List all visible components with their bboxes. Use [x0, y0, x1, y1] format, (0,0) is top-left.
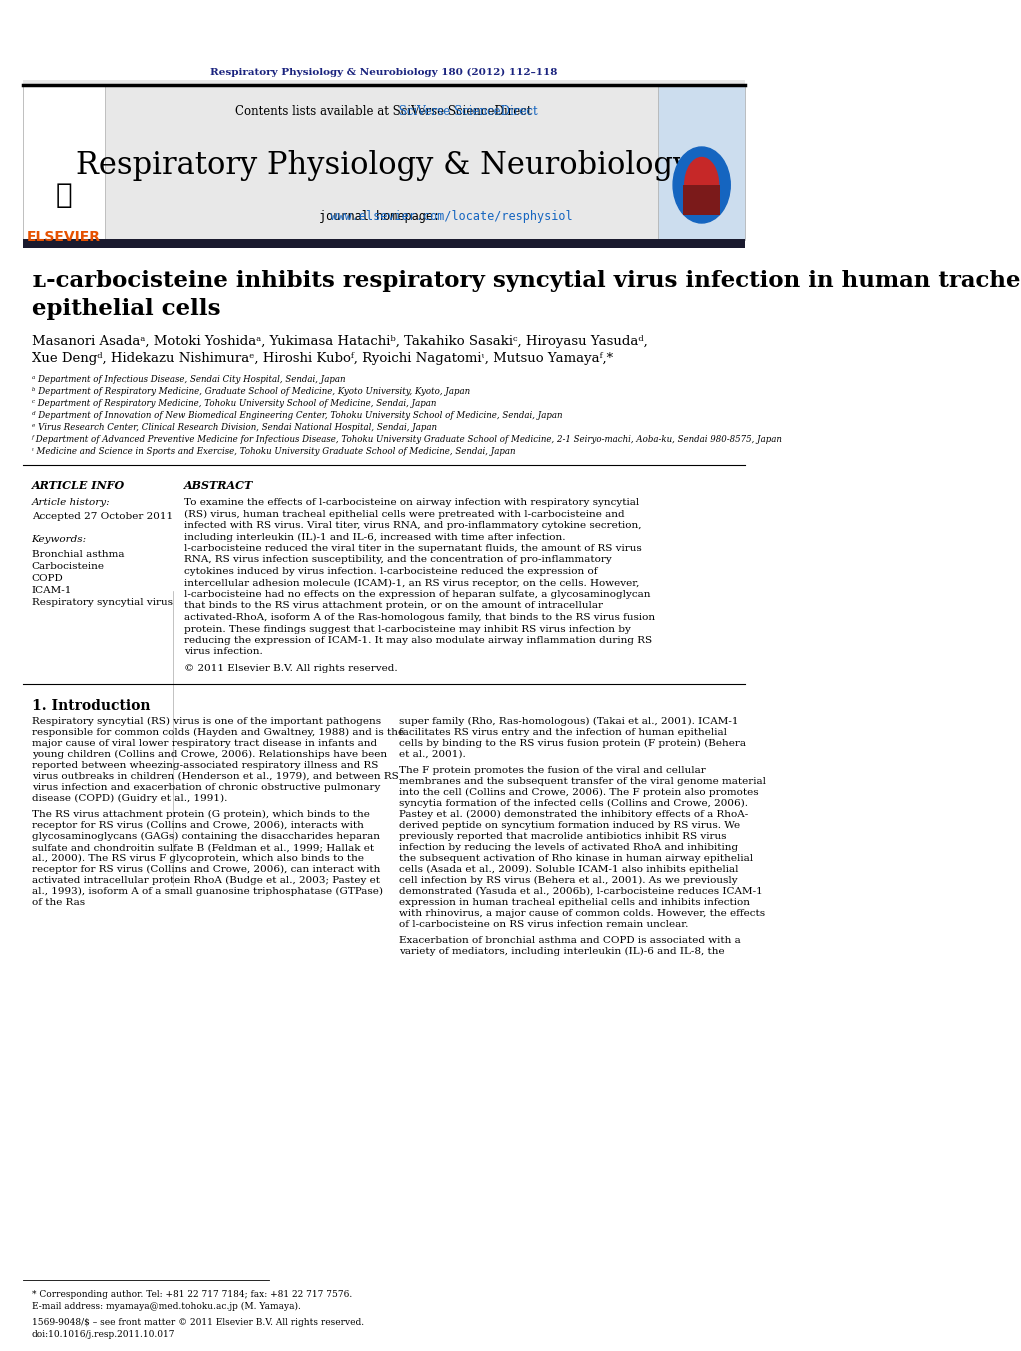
Text: E-mail address: myamaya@med.tohoku.ac.jp (M. Yamaya).: E-mail address: myamaya@med.tohoku.ac.jp… [32, 1302, 300, 1310]
Text: cells by binding to the RS virus fusion protein (F protein) (Behera: cells by binding to the RS virus fusion … [398, 739, 745, 748]
Text: virus infection.: virus infection. [184, 647, 263, 657]
Text: derived peptide on syncytium formation induced by RS virus. We: derived peptide on syncytium formation i… [398, 821, 740, 830]
FancyBboxPatch shape [22, 80, 745, 240]
Text: ᵇ Department of Respiratory Medicine, Graduate School of Medicine, Kyoto Univers: ᵇ Department of Respiratory Medicine, Gr… [32, 386, 470, 396]
Text: responsible for common colds (Hayden and Gwaltney, 1988) and is the: responsible for common colds (Hayden and… [32, 728, 403, 738]
Text: ᵃ Department of Infectious Disease, Sendai City Hospital, Sendai, Japan: ᵃ Department of Infectious Disease, Send… [32, 376, 345, 384]
Text: Respiratory syncytial (RS) virus is one of the important pathogens: Respiratory syncytial (RS) virus is one … [32, 717, 381, 725]
Text: 1. Introduction: 1. Introduction [32, 698, 150, 713]
Text: Contents lists available at SciVerse ScienceDirect: Contents lists available at SciVerse Sci… [235, 105, 532, 118]
Text: www.elsevier.com/locate/resphysiol: www.elsevier.com/locate/resphysiol [195, 209, 573, 223]
Text: ᶜ Department of Respiratory Medicine, Tohoku University School of Medicine, Send: ᶜ Department of Respiratory Medicine, To… [32, 399, 436, 408]
Text: disease (COPD) (Guidry et al., 1991).: disease (COPD) (Guidry et al., 1991). [32, 794, 227, 802]
FancyBboxPatch shape [22, 85, 105, 240]
Text: syncytia formation of the infected cells (Collins and Crowe, 2006).: syncytia formation of the infected cells… [398, 798, 747, 808]
Text: the subsequent activation of Rho kinase in human airway epithelial: the subsequent activation of Rho kinase … [398, 854, 752, 863]
Text: ʟ-carbocisteine inhibits respiratory syncytial virus infection in human tracheal: ʟ-carbocisteine inhibits respiratory syn… [32, 270, 1021, 292]
Text: super family (Rho, Ras-homologous) (Takai et al., 2001). ICAM-1: super family (Rho, Ras-homologous) (Taka… [398, 717, 738, 725]
Text: reducing the expression of ICAM-1. It may also modulate airway inflammation duri: reducing the expression of ICAM-1. It ma… [184, 636, 652, 644]
Text: (RS) virus, human tracheal epithelial cells were pretreated with l-carbocisteine: (RS) virus, human tracheal epithelial ce… [184, 509, 625, 519]
Text: demonstrated (Yasuda et al., 2006b), l-carbocisteine reduces ICAM-1: demonstrated (Yasuda et al., 2006b), l-c… [398, 888, 763, 896]
Text: sulfate and chondroitin sulfate B (Feldman et al., 1999; Hallak et: sulfate and chondroitin sulfate B (Feldm… [32, 843, 374, 852]
Text: al., 1993), isoform A of a small guanosine triphosphatase (GTPase): al., 1993), isoform A of a small guanosi… [32, 888, 383, 896]
Text: RNA, RS virus infection susceptibility, and the concentration of pro-inflammator: RNA, RS virus infection susceptibility, … [184, 555, 612, 565]
Text: ᶥ Medicine and Science in Sports and Exercise, Tohoku University Graduate School: ᶥ Medicine and Science in Sports and Exe… [32, 447, 515, 457]
Text: activated-RhoA, isoform A of the Ras-homologous family, that binds to the RS vir: activated-RhoA, isoform A of the Ras-hom… [184, 613, 655, 621]
Text: activated intracellular protein RhoA (Budge et al., 2003; Pastey et: activated intracellular protein RhoA (Bu… [32, 875, 380, 885]
Text: The F protein promotes the fusion of the viral and cellular: The F protein promotes the fusion of the… [398, 766, 706, 775]
Text: Carbocisteine: Carbocisteine [32, 562, 104, 571]
Text: ᵉ Virus Research Center, Clinical Research Division, Sendai National Hospital, S: ᵉ Virus Research Center, Clinical Resear… [32, 423, 437, 432]
Text: reported between wheezing-associated respiratory illness and RS: reported between wheezing-associated res… [32, 761, 378, 770]
Text: 🌳: 🌳 [55, 181, 72, 209]
Text: ELSEVIER: ELSEVIER [27, 230, 101, 245]
Text: facilitates RS virus entry and the infection of human epithelial: facilitates RS virus entry and the infec… [398, 728, 727, 738]
Text: 1569-9048/$ – see front matter © 2011 Elsevier B.V. All rights reserved.: 1569-9048/$ – see front matter © 2011 El… [32, 1319, 363, 1327]
Text: infected with RS virus. Viral titer, virus RNA, and pro-inflammatory cytokine se: infected with RS virus. Viral titer, vir… [184, 521, 642, 530]
Text: major cause of viral lower respiratory tract disease in infants and: major cause of viral lower respiratory t… [32, 739, 377, 748]
Text: of l-carbocisteine on RS virus infection remain unclear.: of l-carbocisteine on RS virus infection… [398, 920, 688, 929]
Text: cell infection by RS virus (Behera et al., 2001). As we previously: cell infection by RS virus (Behera et al… [398, 875, 737, 885]
Text: Article history:: Article history: [32, 499, 110, 507]
Text: variety of mediators, including interleukin (IL)-6 and IL-8, the: variety of mediators, including interleu… [398, 947, 724, 957]
Text: To examine the effects of l-carbocisteine on airway infection with respiratory s: To examine the effects of l-carbocistein… [184, 499, 639, 507]
Text: COPD: COPD [32, 574, 63, 584]
Text: that binds to the RS virus attachment protein, or on the amount of intracellular: that binds to the RS virus attachment pr… [184, 601, 603, 611]
Text: doi:10.1016/j.resp.2011.10.017: doi:10.1016/j.resp.2011.10.017 [32, 1329, 175, 1339]
Text: ᶠ Department of Advanced Preventive Medicine for Infectious Disease, Tohoku Univ: ᶠ Department of Advanced Preventive Medi… [32, 435, 782, 444]
Text: ᵈ Department of Innovation of New Biomedical Engineering Center, Tohoku Universi: ᵈ Department of Innovation of New Biomed… [32, 411, 563, 420]
Text: including interleukin (IL)-1 and IL-6, increased with time after infection.: including interleukin (IL)-1 and IL-6, i… [184, 532, 566, 542]
Text: glycosaminoglycans (GAGs) containing the disaccharides heparan: glycosaminoglycans (GAGs) containing the… [32, 832, 380, 842]
Text: Respiratory Physiology & Neurobiology: Respiratory Physiology & Neurobiology [77, 150, 690, 181]
FancyBboxPatch shape [659, 85, 745, 240]
Text: previously reported that macrolide antibiotics inhibit RS virus: previously reported that macrolide antib… [398, 832, 726, 842]
Text: expression in human tracheal epithelial cells and inhibits infection: expression in human tracheal epithelial … [398, 898, 749, 907]
Text: ABSTRACT: ABSTRACT [184, 480, 253, 490]
Text: infection by reducing the levels of activated RhoA and inhibiting: infection by reducing the levels of acti… [398, 843, 738, 852]
FancyBboxPatch shape [683, 185, 721, 215]
Text: © 2011 Elsevier B.V. All rights reserved.: © 2011 Elsevier B.V. All rights reserved… [184, 663, 398, 673]
Circle shape [673, 147, 730, 223]
Text: Xue Dengᵈ, Hidekazu Nishimuraᵉ, Hiroshi Kuboᶠ, Ryoichi Nagatomiᶥ, Mutsuo Yamayaᶠ: Xue Dengᵈ, Hidekazu Nishimuraᵉ, Hiroshi … [32, 353, 613, 365]
Text: virus infection and exacerbation of chronic obstructive pulmonary: virus infection and exacerbation of chro… [32, 784, 380, 792]
Text: l-carbocisteine had no effects on the expression of heparan sulfate, a glycosami: l-carbocisteine had no effects on the ex… [184, 590, 650, 598]
Text: ICAM-1: ICAM-1 [32, 586, 71, 594]
Text: with rhinovirus, a major cause of common colds. However, the effects: with rhinovirus, a major cause of common… [398, 909, 765, 917]
Text: ARTICLE INFO: ARTICLE INFO [32, 480, 125, 490]
Text: journal homepage:: journal homepage: [320, 209, 447, 223]
Text: protein. These findings suggest that l-carbocisteine may inhibit RS virus infect: protein. These findings suggest that l-c… [184, 624, 631, 634]
Ellipse shape [685, 158, 719, 212]
Text: cells (Asada et al., 2009). Soluble ICAM-1 also inhibits epithelial: cells (Asada et al., 2009). Soluble ICAM… [398, 865, 738, 874]
Text: virus outbreaks in children (Henderson et al., 1979), and between RS: virus outbreaks in children (Henderson e… [32, 771, 398, 781]
Text: Keywords:: Keywords: [32, 535, 87, 544]
Text: receptor for RS virus (Collins and Crowe, 2006), can interact with: receptor for RS virus (Collins and Crowe… [32, 865, 380, 874]
FancyBboxPatch shape [22, 239, 745, 249]
Text: of the Ras: of the Ras [32, 898, 85, 907]
Text: young children (Collins and Crowe, 2006). Relationships have been: young children (Collins and Crowe, 2006)… [32, 750, 387, 759]
Text: * Corresponding author. Tel: +81 22 717 7184; fax: +81 22 717 7576.: * Corresponding author. Tel: +81 22 717 … [32, 1290, 352, 1300]
Text: Bronchial asthma: Bronchial asthma [32, 550, 125, 559]
Text: cytokines induced by virus infection. l-carbocisteine reduced the expression of: cytokines induced by virus infection. l-… [184, 567, 597, 576]
Text: epithelial cells: epithelial cells [32, 299, 221, 320]
Text: membranes and the subsequent transfer of the viral genome material: membranes and the subsequent transfer of… [398, 777, 766, 786]
Text: Masanori Asadaᵃ, Motoki Yoshidaᵃ, Yukimasa Hatachiᵇ, Takahiko Sasakiᶜ, Hiroyasu : Masanori Asadaᵃ, Motoki Yoshidaᵃ, Yukima… [32, 335, 647, 349]
Text: et al., 2001).: et al., 2001). [398, 750, 466, 759]
Text: Accepted 27 October 2011: Accepted 27 October 2011 [32, 512, 173, 521]
Text: receptor for RS virus (Collins and Crowe, 2006), interacts with: receptor for RS virus (Collins and Crowe… [32, 821, 363, 830]
Text: Pastey et al. (2000) demonstrated the inhibitory effects of a RhoA-: Pastey et al. (2000) demonstrated the in… [398, 811, 747, 819]
Text: Respiratory Physiology & Neurobiology 180 (2012) 112–118: Respiratory Physiology & Neurobiology 18… [210, 68, 557, 77]
Text: into the cell (Collins and Crowe, 2006). The F protein also promotes: into the cell (Collins and Crowe, 2006).… [398, 788, 759, 797]
Text: l-carbocisteine reduced the viral titer in the supernatant fluids, the amount of: l-carbocisteine reduced the viral titer … [184, 544, 642, 553]
Text: Respiratory syncytial virus: Respiratory syncytial virus [32, 598, 173, 607]
Text: intercellular adhesion molecule (ICAM)-1, an RS virus receptor, on the cells. Ho: intercellular adhesion molecule (ICAM)-1… [184, 578, 639, 588]
Text: SciVerse ScienceDirect: SciVerse ScienceDirect [230, 105, 537, 118]
Text: The RS virus attachment protein (G protein), which binds to the: The RS virus attachment protein (G prote… [32, 811, 370, 819]
Text: al., 2000). The RS virus F glycoprotein, which also binds to the: al., 2000). The RS virus F glycoprotein,… [32, 854, 363, 863]
Text: Exacerbation of bronchial asthma and COPD is associated with a: Exacerbation of bronchial asthma and COP… [398, 936, 740, 944]
